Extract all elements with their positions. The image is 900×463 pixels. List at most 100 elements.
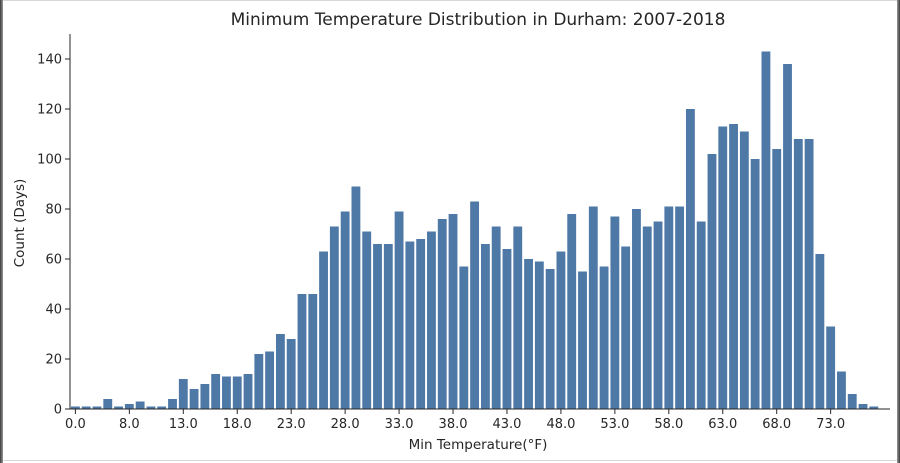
y-tick-label: 20 bbox=[45, 353, 62, 368]
bar-63 bbox=[750, 159, 760, 409]
bar-74 bbox=[869, 406, 879, 409]
x-tick-label: 28.0 bbox=[331, 417, 360, 432]
bar-7 bbox=[146, 406, 156, 409]
x-tick-label: 53.0 bbox=[600, 417, 629, 432]
y-tick-label: 0 bbox=[54, 403, 62, 418]
y-tick-label: 60 bbox=[45, 253, 62, 268]
bar-9 bbox=[168, 399, 177, 409]
bar-27 bbox=[362, 231, 372, 409]
bar-4 bbox=[114, 406, 123, 409]
y-axis-label: Count (Days) bbox=[12, 179, 28, 268]
bar-20 bbox=[286, 339, 296, 409]
bar-71 bbox=[837, 371, 846, 409]
bar-68 bbox=[804, 139, 814, 409]
bar-6 bbox=[135, 401, 145, 409]
bar-47 bbox=[578, 271, 587, 409]
bar-5 bbox=[124, 404, 134, 409]
y-tick-label: 40 bbox=[45, 303, 62, 318]
window-edge-right bbox=[897, 0, 900, 463]
bar-62 bbox=[739, 131, 749, 409]
bar-43 bbox=[534, 261, 544, 409]
x-tick-label: 18.0 bbox=[223, 417, 252, 432]
bar-31 bbox=[405, 241, 415, 409]
bar-17 bbox=[254, 354, 264, 409]
x-tick-label: 8.0 bbox=[119, 417, 140, 432]
bar-49 bbox=[599, 266, 609, 409]
bar-56 bbox=[675, 206, 685, 409]
x-tick-label: 33.0 bbox=[385, 417, 414, 432]
bar-44 bbox=[545, 269, 555, 409]
x-tick-label: 13.0 bbox=[169, 417, 198, 432]
bar-36 bbox=[459, 266, 469, 409]
bar-19 bbox=[275, 334, 285, 409]
bar-10 bbox=[178, 379, 188, 409]
bar-30 bbox=[394, 211, 404, 409]
bar-34 bbox=[437, 219, 447, 409]
bar-73 bbox=[858, 404, 868, 409]
bar-18 bbox=[265, 351, 275, 409]
bar-1 bbox=[81, 406, 91, 409]
bar-64 bbox=[761, 51, 771, 409]
bar-15 bbox=[232, 376, 242, 409]
bar-11 bbox=[189, 389, 199, 409]
bar-21 bbox=[297, 294, 307, 409]
bar-61 bbox=[729, 124, 738, 409]
x-tick-label: 58.0 bbox=[654, 417, 683, 432]
window-edge-left bbox=[0, 0, 3, 463]
y-tick-label: 100 bbox=[37, 153, 62, 168]
x-tick-label: 23.0 bbox=[277, 417, 306, 432]
x-tick-label: 0.0 bbox=[65, 417, 86, 432]
bar-32 bbox=[416, 239, 426, 409]
x-axis-label: Min Temperature(°F) bbox=[409, 437, 548, 453]
bar-54 bbox=[653, 221, 663, 409]
bar-59 bbox=[707, 154, 717, 409]
bar-33 bbox=[427, 231, 436, 409]
bar-46 bbox=[567, 214, 577, 409]
bar-70 bbox=[826, 326, 836, 409]
bar-67 bbox=[793, 139, 803, 409]
bar-69 bbox=[815, 254, 825, 409]
bar-22 bbox=[308, 294, 318, 409]
bar-0 bbox=[70, 406, 80, 409]
bar-35 bbox=[448, 214, 458, 409]
bar-40 bbox=[502, 249, 512, 409]
x-tick-label: 73.0 bbox=[816, 417, 845, 432]
y-tick-label: 80 bbox=[45, 203, 62, 218]
bar-38 bbox=[480, 244, 490, 409]
bar-51 bbox=[621, 246, 631, 409]
bar-42 bbox=[524, 259, 533, 409]
bar-16 bbox=[243, 374, 253, 409]
bar-8 bbox=[157, 406, 167, 409]
bar-25 bbox=[340, 211, 350, 409]
bar-2 bbox=[92, 406, 102, 409]
bar-66 bbox=[783, 64, 792, 409]
bar-37 bbox=[470, 201, 480, 409]
bar-52 bbox=[632, 209, 641, 409]
bar-29 bbox=[383, 244, 393, 409]
bar-72 bbox=[847, 394, 857, 409]
x-tick-label: 68.0 bbox=[762, 417, 791, 432]
bar-28 bbox=[373, 244, 382, 409]
x-tick-label: 63.0 bbox=[708, 417, 737, 432]
bars-group bbox=[70, 51, 879, 409]
bar-23 bbox=[319, 251, 328, 409]
x-ticks-group: 0.0 8.0 13.0 18.0 23.0 28.0 33.0 38.0 43.0 48.0 53… bbox=[65, 409, 845, 432]
y-tick-label: 140 bbox=[37, 53, 62, 68]
bar-50 bbox=[610, 216, 620, 409]
bar-14 bbox=[222, 376, 231, 409]
bar-65 bbox=[772, 149, 782, 409]
bar-48 bbox=[588, 206, 598, 409]
bar-57 bbox=[685, 109, 695, 409]
bar-12 bbox=[200, 384, 210, 409]
bar-3 bbox=[103, 399, 113, 409]
y-tick-label: 120 bbox=[37, 103, 62, 118]
bar-55 bbox=[664, 206, 674, 409]
x-tick-label: 38.0 bbox=[439, 417, 468, 432]
bar-58 bbox=[696, 221, 706, 409]
bar-24 bbox=[329, 226, 339, 409]
bar-39 bbox=[491, 226, 501, 409]
x-tick-label: 43.0 bbox=[492, 417, 521, 432]
chart-title: Minimum Temperature Distribution in Durh… bbox=[231, 10, 726, 30]
bar-45 bbox=[556, 251, 566, 409]
